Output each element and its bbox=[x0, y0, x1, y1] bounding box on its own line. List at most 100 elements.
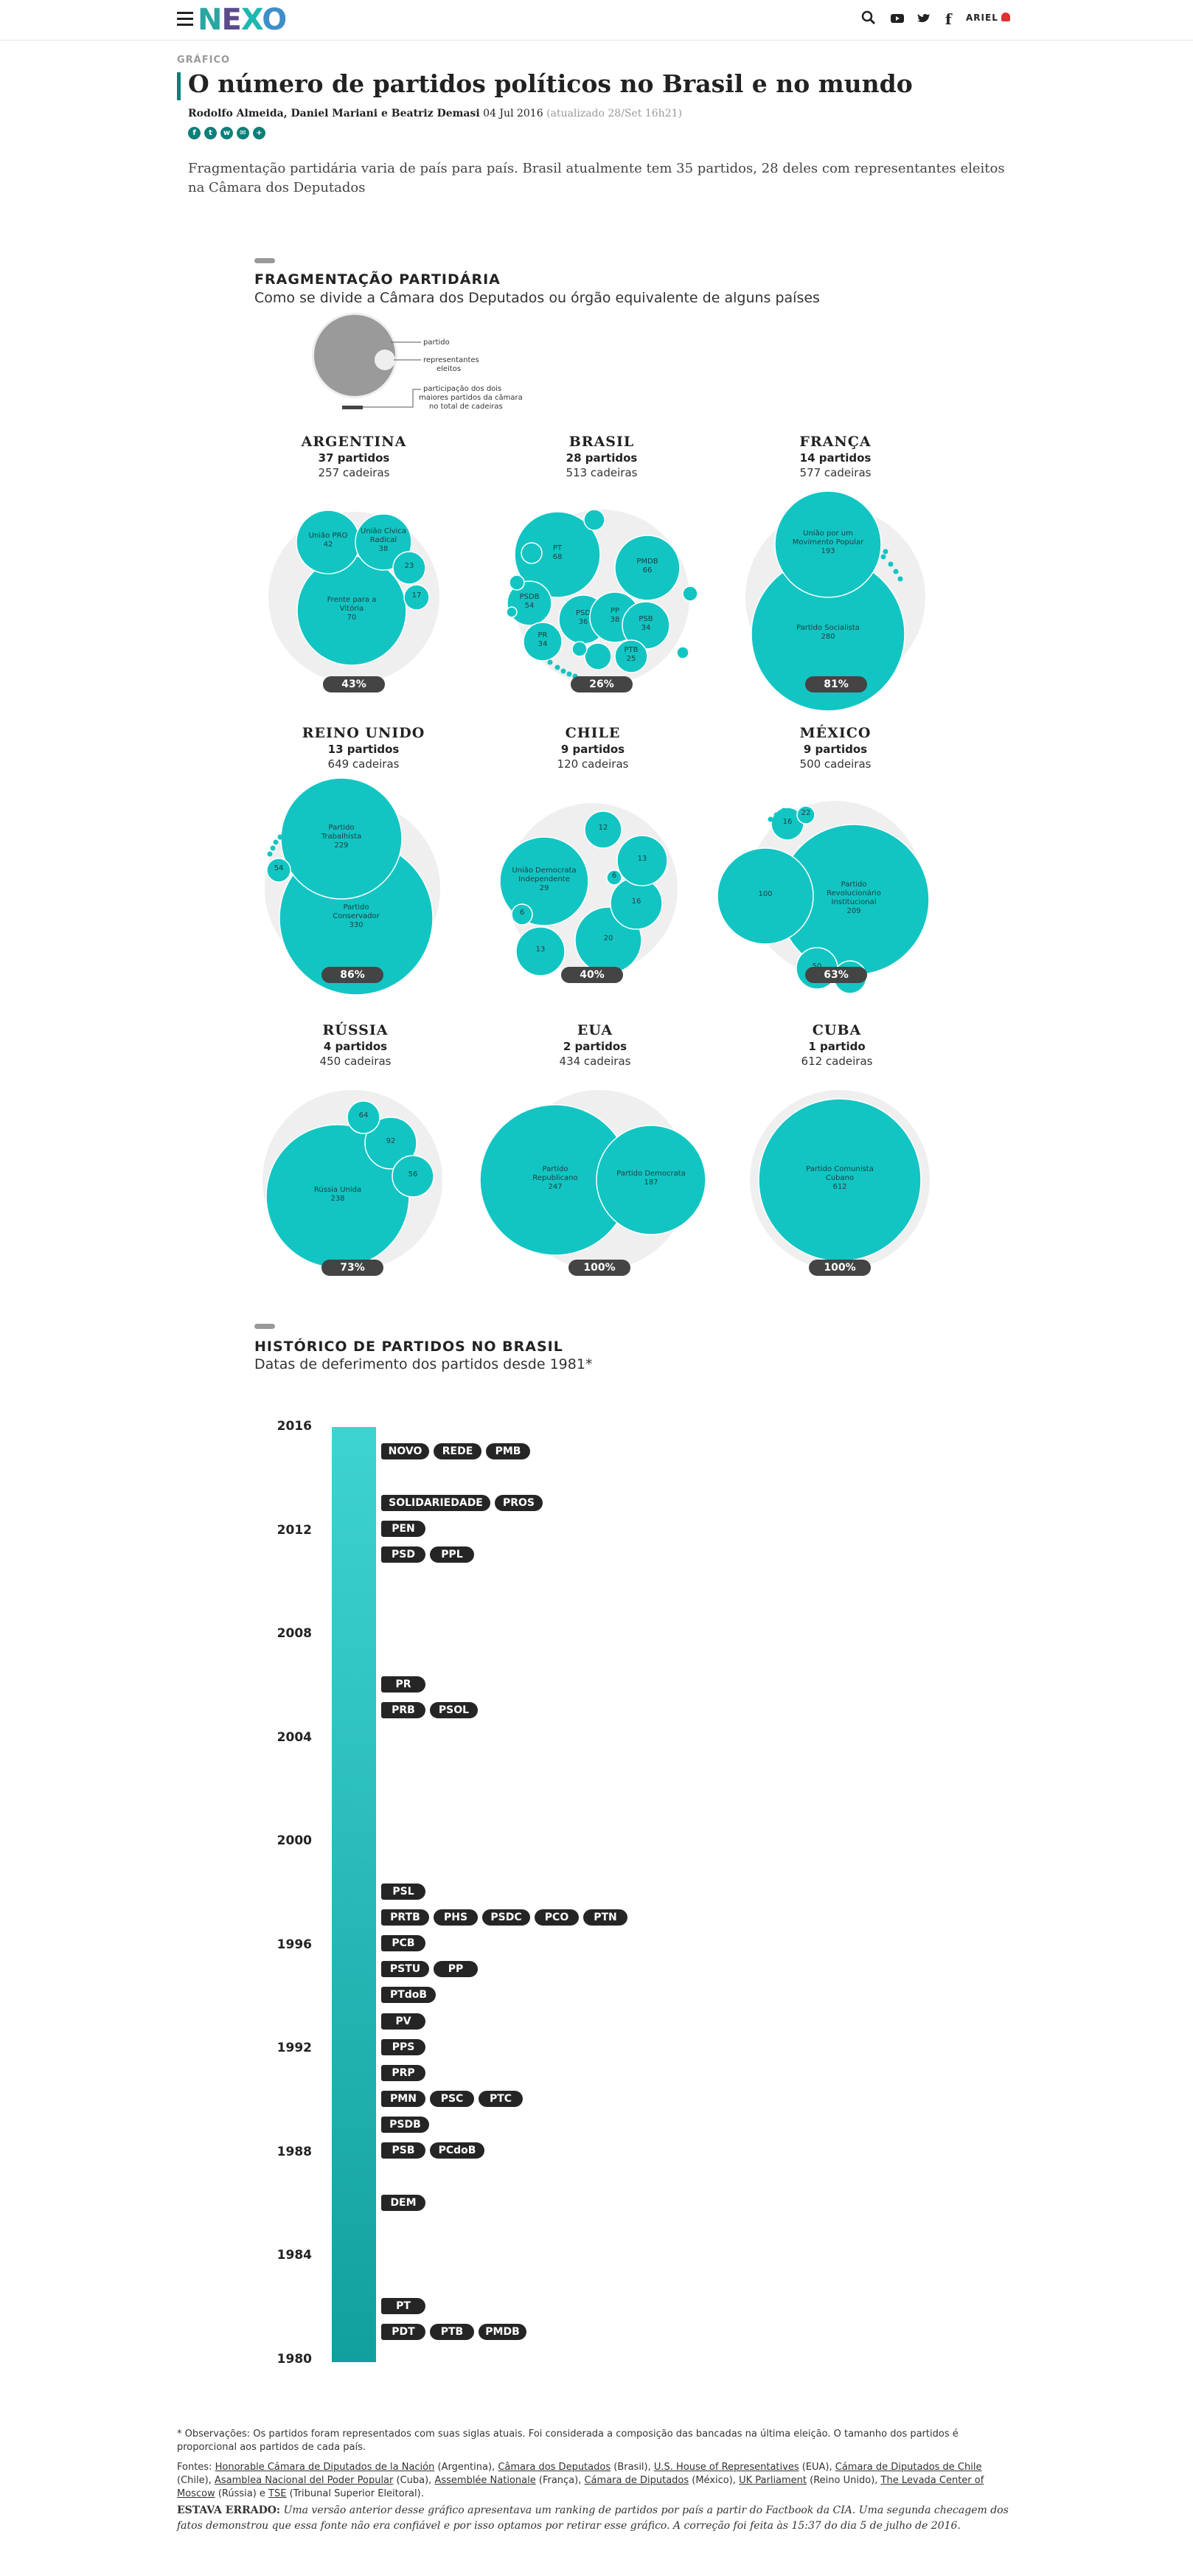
user-account[interactable]: ARIEL bbox=[966, 13, 1010, 23]
party-bubble[interactable] bbox=[507, 580, 552, 626]
share-email-icon[interactable]: ✉ bbox=[237, 127, 249, 139]
minor-party-bubble[interactable] bbox=[893, 569, 899, 574]
minor-party-bubble[interactable] bbox=[386, 635, 392, 641]
party-pill-pstu[interactable]: PSTU bbox=[381, 1961, 429, 1978]
party-pill-pco[interactable]: PCO bbox=[535, 1909, 579, 1926]
minor-party-bubble[interactable] bbox=[373, 650, 379, 656]
party-bubble[interactable] bbox=[717, 847, 814, 945]
minor-party-bubble[interactable] bbox=[267, 851, 273, 857]
minor-party-bubble[interactable] bbox=[379, 645, 385, 650]
minor-party-bubble[interactable] bbox=[554, 664, 560, 670]
minor-party-bubble[interactable] bbox=[361, 656, 367, 662]
menu-icon[interactable] bbox=[177, 12, 193, 26]
party-bubble[interactable] bbox=[521, 542, 543, 564]
party-bubble[interactable] bbox=[682, 586, 698, 602]
party-pill-pcb[interactable]: PCB bbox=[381, 1935, 425, 1952]
party-bubble[interactable] bbox=[571, 641, 588, 657]
party-pill-pros[interactable]: PROS bbox=[495, 1494, 543, 1511]
party-pill-psol[interactable]: PSOL bbox=[430, 1701, 478, 1718]
party-bubble[interactable] bbox=[515, 926, 566, 976]
minor-party-bubble[interactable] bbox=[883, 549, 888, 555]
party-bubble[interactable] bbox=[364, 1117, 417, 1170]
party-pill-pdt[interactable]: PDT bbox=[381, 2324, 425, 2341]
party-pill-ptn[interactable]: PTN bbox=[583, 1909, 627, 1926]
youtube-icon[interactable] bbox=[891, 10, 904, 28]
share-more-icon[interactable]: + bbox=[253, 127, 265, 139]
minor-party-bubble[interactable] bbox=[277, 834, 283, 840]
source-link[interactable]: Honorable Cámara de Diputados de la Naci… bbox=[215, 2462, 435, 2473]
site-logo[interactable]: NEXO bbox=[198, 3, 287, 37]
source-link[interactable]: U.S. House of Representatives bbox=[653, 2462, 799, 2473]
source-link[interactable]: Cámara de Diputados de Chile bbox=[835, 2462, 982, 2473]
minor-party-bubble[interactable] bbox=[880, 554, 886, 560]
party-pill-prb[interactable]: PRB bbox=[381, 1701, 425, 1718]
party-pill-pv[interactable]: PV bbox=[381, 2013, 425, 2030]
facebook-icon[interactable]: f bbox=[945, 10, 952, 28]
source-link[interactable]: UK Parliament bbox=[739, 2475, 807, 2486]
minor-party-bubble[interactable] bbox=[547, 659, 553, 665]
party-pill-ptdob[interactable]: PTdoB bbox=[381, 1987, 436, 2004]
source-link[interactable]: Câmara dos Deputados bbox=[498, 2462, 611, 2473]
party-bubble[interactable] bbox=[523, 622, 563, 662]
party-pill-pmdb[interactable]: PMDB bbox=[479, 2324, 526, 2341]
party-pill-pps[interactable]: PPS bbox=[381, 2038, 425, 2055]
party-bubble[interactable] bbox=[509, 574, 525, 591]
search-icon[interactable] bbox=[861, 10, 876, 29]
share-whatsapp-icon[interactable]: w bbox=[220, 127, 233, 139]
minor-party-bubble[interactable] bbox=[566, 671, 572, 677]
party-pill-pcdob[interactable]: PCdoB bbox=[430, 2142, 484, 2159]
party-bubble[interactable] bbox=[266, 858, 291, 883]
minor-party-bubble[interactable] bbox=[768, 816, 773, 822]
party-bubble[interactable] bbox=[514, 511, 601, 598]
party-bubble[interactable] bbox=[506, 606, 518, 618]
party-bubble[interactable] bbox=[796, 805, 815, 824]
party-pill-psdb[interactable]: PSDB bbox=[381, 2117, 429, 2134]
party-bubble[interactable] bbox=[392, 1155, 434, 1198]
party-bubble[interactable] bbox=[499, 836, 589, 926]
share-twitter-icon[interactable]: t bbox=[204, 127, 217, 139]
party-bubble[interactable] bbox=[584, 642, 612, 670]
party-pill-phs[interactable]: PHS bbox=[434, 1909, 478, 1926]
party-pill-ptb[interactable]: PTB bbox=[430, 2324, 474, 2341]
party-pill-psdc[interactable]: PSDC bbox=[482, 1909, 530, 1926]
party-pill-novo[interactable]: NOVO bbox=[381, 1443, 429, 1459]
minor-party-bubble[interactable] bbox=[781, 808, 787, 813]
party-pill-pmb[interactable]: PMB bbox=[486, 1443, 530, 1459]
party-bubble[interactable] bbox=[614, 639, 648, 673]
source-link[interactable]: TSE bbox=[268, 2488, 287, 2499]
source-link[interactable]: Asamblea Nacional del Poder Popular bbox=[214, 2475, 394, 2486]
party-pill-pmn[interactable]: PMN bbox=[381, 2091, 425, 2108]
party-pill-pr[interactable]: PR bbox=[381, 1676, 425, 1693]
share-facebook-icon[interactable]: f bbox=[188, 127, 201, 139]
minor-party-bubble[interactable] bbox=[273, 839, 279, 845]
party-pill-psd[interactable]: PSD bbox=[381, 1546, 425, 1563]
minor-party-bubble[interactable] bbox=[773, 812, 779, 818]
minor-party-bubble[interactable] bbox=[383, 640, 389, 646]
party-pill-ptc[interactable]: PTC bbox=[479, 2091, 523, 2108]
minor-party-bubble[interactable] bbox=[560, 668, 566, 674]
source-link[interactable]: Cámara de Diputados bbox=[584, 2475, 689, 2486]
party-bubble[interactable] bbox=[676, 646, 689, 659]
party-bubble[interactable] bbox=[347, 1100, 380, 1134]
minor-party-bubble[interactable] bbox=[888, 561, 894, 567]
party-bubble[interactable] bbox=[584, 810, 622, 849]
party-bubble[interactable] bbox=[596, 1125, 706, 1235]
party-bubble[interactable] bbox=[583, 509, 605, 531]
party-pill-dem[interactable]: DEM bbox=[381, 2194, 425, 2211]
minor-party-bubble[interactable] bbox=[270, 845, 276, 851]
minor-party-bubble[interactable] bbox=[897, 576, 903, 582]
party-pill-psb[interactable]: PSB bbox=[381, 2142, 425, 2159]
party-pill-ppl[interactable]: PPL bbox=[430, 1546, 474, 1563]
party-pill-pt[interactable]: PT bbox=[381, 2298, 425, 2315]
party-pill-solidariedade[interactable]: SOLIDARIEDADE bbox=[381, 1494, 490, 1511]
party-bubble[interactable] bbox=[774, 490, 882, 598]
minor-party-bubble[interactable] bbox=[367, 653, 373, 659]
party-bubble[interactable] bbox=[403, 584, 430, 611]
source-link[interactable]: Assemblée Nationale bbox=[434, 2475, 536, 2486]
party-pill-pp[interactable]: PP bbox=[434, 1961, 478, 1978]
party-pill-pen[interactable]: PEN bbox=[381, 1520, 425, 1537]
party-pill-rede[interactable]: REDE bbox=[434, 1443, 481, 1459]
party-pill-prtb[interactable]: PRTB bbox=[381, 1909, 429, 1926]
party-bubble[interactable] bbox=[616, 835, 668, 886]
party-pill-psl[interactable]: PSL bbox=[381, 1883, 425, 1900]
